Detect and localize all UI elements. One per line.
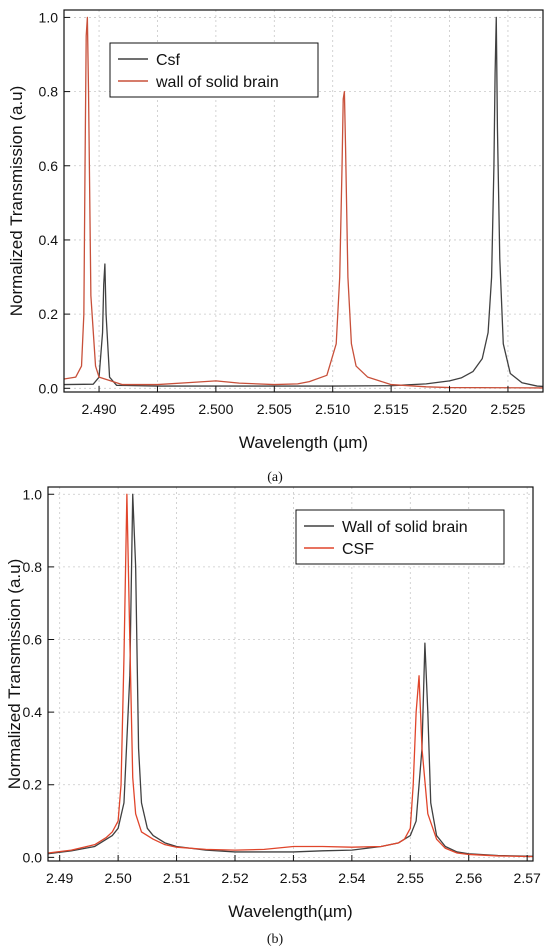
y-tick-label: 0.8: [23, 559, 43, 575]
x-tick-label: 2.510: [315, 401, 350, 417]
legend: Wall of solid brain CSF: [295, 509, 505, 565]
series-line-2: [64, 16, 543, 389]
legend-label: wall of solid brain: [155, 74, 279, 91]
y-tick-label: 0.4: [39, 232, 59, 248]
x-tick-label: 2.505: [257, 401, 292, 417]
y-tick-label: 0.0: [23, 849, 43, 865]
x-tick-label: 2.500: [198, 401, 233, 417]
y-tick-label: 0.2: [39, 306, 59, 322]
y-tick-label: 0.6: [39, 158, 59, 174]
x-tick-label: 2.490: [82, 401, 117, 417]
x-tick-label: 2.525: [490, 401, 525, 417]
x-tick-label: 2.495: [140, 401, 175, 417]
y-axis-label: Normalized Transmission (a.u): [5, 559, 24, 790]
legend-box: [109, 42, 319, 98]
legend-label: Csf: [156, 52, 181, 69]
x-tick-label: 2.49: [46, 870, 73, 886]
panel-caption: (b): [267, 932, 284, 947]
x-axis-label: Wavelength (µm): [239, 433, 368, 452]
x-tick-label: 2.520: [432, 401, 467, 417]
legend-box: [295, 509, 505, 565]
panel-caption: (a): [267, 470, 283, 485]
x-tick-label: 2.56: [455, 870, 482, 886]
x-tick-label: 2.515: [374, 401, 409, 417]
chart-panel-2: 2.49 2.50 2.51 2.52 2.53 2.54 2.55 2.56 2.57 0.0 0…: [5, 486, 541, 947]
y-tick-label: 0.2: [23, 777, 43, 793]
x-tick-label: 2.54: [338, 870, 365, 886]
axes-frame: [63, 9, 544, 393]
y-axis-label: Normalized Transmission (a.u): [7, 86, 26, 317]
chart-panel-1: 2.490 2.495 2.500 2.505 2.510 2.515 2.520 2.525…: [7, 9, 544, 485]
x-axis-label: Wavelength(µm): [228, 902, 352, 921]
x-tick-label: 2.53: [280, 870, 307, 886]
series-line-1: [64, 16, 543, 388]
y-tick-label: 0.6: [23, 632, 43, 648]
axes-frame: [47, 486, 534, 862]
y-tick-label: 1.0: [39, 9, 59, 25]
y-tick-label: 0.8: [39, 84, 59, 100]
x-tick-label: 2.57: [514, 870, 541, 886]
series-line-2: [48, 493, 533, 858]
y-tick-label: 0.0: [39, 380, 59, 396]
legend-label: Wall of solid brain: [342, 519, 468, 536]
x-tick-label: 2.52: [221, 870, 248, 886]
series-line-1: [48, 493, 533, 857]
y-tick-label: 0.4: [23, 704, 43, 720]
x-tick-label: 2.55: [397, 870, 424, 886]
y-tick-label: 1.0: [23, 486, 43, 502]
legend: Csf wall of solid brain: [109, 42, 319, 98]
legend-label: CSF: [342, 541, 374, 558]
x-tick-label: 2.51: [163, 870, 190, 886]
x-tick-label: 2.50: [104, 870, 131, 886]
